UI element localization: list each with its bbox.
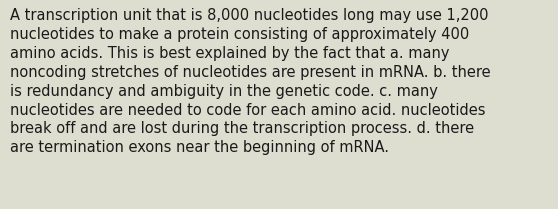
Text: A transcription unit that is 8,000 nucleotides long may use 1,200
nucleotides to: A transcription unit that is 8,000 nucle… [10,8,490,155]
